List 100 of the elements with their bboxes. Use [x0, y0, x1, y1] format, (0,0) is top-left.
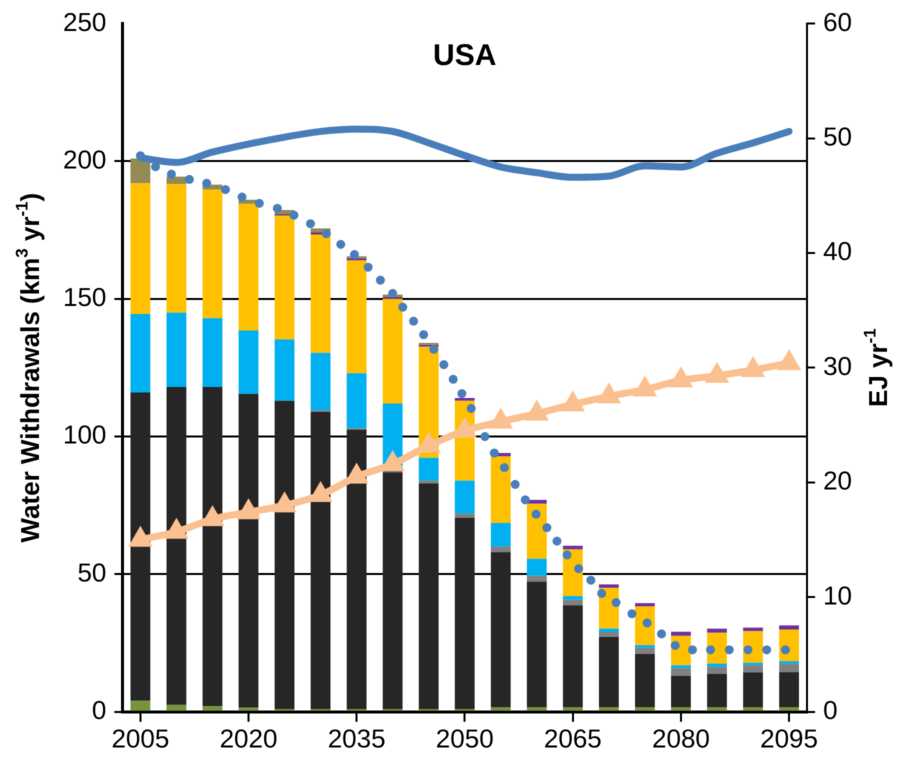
bar	[346, 430, 367, 710]
point	[706, 645, 715, 654]
point	[388, 288, 398, 298]
point	[128, 526, 153, 547]
bar	[743, 672, 763, 708]
bar	[310, 234, 330, 353]
y-axis-title: Water Withdrawals (km3 yr-1)	[12, 192, 46, 543]
point	[776, 349, 802, 370]
point	[200, 505, 225, 526]
point	[642, 618, 652, 628]
bar	[130, 392, 150, 701]
x-tick-label: 2005	[111, 724, 170, 754]
bar	[526, 558, 547, 576]
point	[688, 645, 697, 654]
bar	[598, 584, 619, 588]
y2-tick-label: 10	[823, 580, 852, 610]
bar	[707, 674, 727, 708]
point	[466, 404, 476, 413]
point	[419, 330, 428, 340]
point	[220, 185, 230, 194]
bar	[238, 204, 258, 331]
bar	[382, 298, 403, 404]
bar	[707, 664, 727, 667]
bar	[635, 707, 655, 711]
bar	[779, 625, 799, 630]
x-tick-label: 2050	[436, 724, 494, 754]
bar	[166, 704, 186, 711]
y-tick-label: 250	[62, 6, 106, 37]
point	[376, 276, 385, 285]
bar	[274, 400, 294, 710]
bar	[779, 707, 799, 711]
point	[289, 210, 298, 220]
point	[524, 400, 549, 421]
bar	[671, 676, 691, 708]
bar	[418, 458, 439, 481]
bar	[598, 636, 619, 708]
x-tick-label: 2080	[652, 724, 710, 754]
point	[552, 536, 562, 546]
y-tick-label: 0	[92, 694, 106, 725]
point	[336, 240, 346, 249]
bar	[707, 628, 727, 633]
bar	[310, 352, 330, 410]
bar	[779, 661, 799, 664]
bar	[635, 606, 655, 646]
point	[448, 374, 458, 384]
point	[322, 229, 331, 238]
bar	[779, 664, 799, 672]
point	[574, 564, 584, 574]
point	[586, 576, 596, 585]
bar	[526, 504, 547, 559]
point	[236, 498, 261, 520]
bar	[562, 596, 583, 600]
point	[238, 192, 247, 202]
bar	[418, 480, 439, 484]
bar	[130, 158, 150, 184]
point	[724, 645, 734, 654]
point	[350, 250, 359, 260]
point	[597, 588, 606, 598]
bar	[490, 522, 511, 547]
bar	[707, 707, 727, 711]
bar	[526, 707, 547, 711]
bar	[490, 552, 511, 708]
point	[457, 389, 466, 398]
point	[164, 518, 189, 539]
point	[409, 316, 418, 326]
point	[627, 609, 636, 618]
bar	[635, 603, 655, 606]
bar	[671, 707, 691, 711]
bar	[202, 706, 222, 711]
bar	[202, 386, 222, 706]
bar	[598, 707, 619, 711]
point	[596, 382, 621, 404]
point	[743, 645, 752, 654]
bar	[743, 628, 763, 632]
bar	[671, 632, 691, 636]
y-tick-label: 150	[62, 282, 106, 312]
bar	[454, 518, 475, 710]
point	[439, 360, 448, 370]
x-tick-label: 2035	[328, 724, 386, 754]
bar	[490, 546, 511, 552]
bar	[635, 648, 655, 654]
bar	[779, 672, 799, 708]
point	[184, 174, 194, 184]
bar	[454, 514, 475, 518]
point	[656, 629, 666, 638]
point	[488, 408, 513, 429]
point	[670, 640, 680, 650]
bar	[743, 707, 763, 711]
bar	[346, 373, 367, 428]
point	[632, 375, 658, 396]
bar	[166, 312, 186, 387]
bar	[490, 707, 511, 711]
bar	[166, 184, 186, 313]
bar	[418, 483, 439, 710]
bar	[562, 546, 583, 550]
point	[542, 523, 552, 532]
x-tick-label: 2020	[220, 724, 278, 754]
bar	[562, 605, 583, 708]
point	[704, 362, 730, 383]
bar	[310, 412, 330, 710]
